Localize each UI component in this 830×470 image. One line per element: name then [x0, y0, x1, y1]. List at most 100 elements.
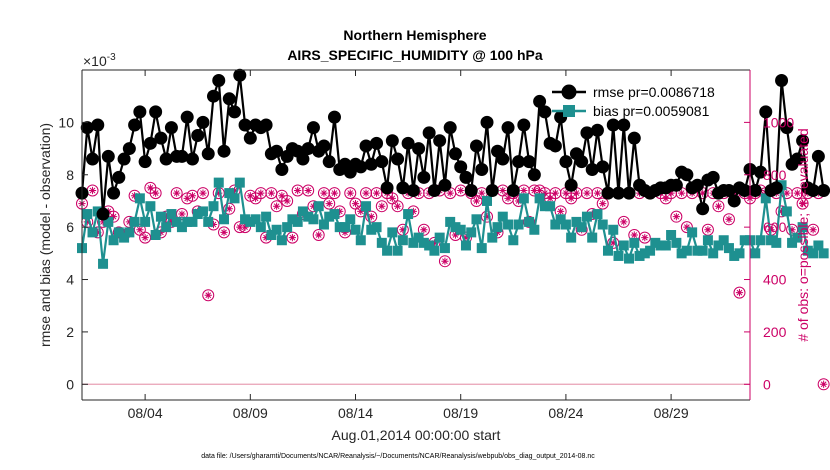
bias-point — [250, 214, 261, 225]
obs-evaluated-marker — [483, 213, 491, 221]
obs-evaluated-marker — [173, 189, 181, 197]
rmse-point — [385, 134, 399, 148]
rmse-point — [228, 105, 242, 119]
obs-evaluated-marker — [99, 218, 107, 226]
rmse-point — [275, 163, 289, 177]
rmse-point — [780, 121, 794, 135]
obs-possible-marker — [328, 187, 341, 200]
bias-point — [82, 209, 93, 220]
x-tick-label: 08/19 — [443, 405, 478, 421]
bias-point — [140, 216, 151, 227]
bias-point — [297, 206, 308, 217]
bias-point — [282, 222, 293, 233]
rmse-point — [506, 183, 520, 197]
obs-evaluated-marker — [430, 239, 439, 247]
rmse-point — [722, 183, 736, 197]
rmse-point — [154, 131, 168, 145]
obs-evaluated-marker — [493, 228, 502, 236]
bias-point — [129, 216, 140, 227]
bias-point — [403, 209, 414, 220]
bias-point — [145, 201, 156, 212]
rmse-point — [196, 115, 210, 129]
rmse-point — [680, 168, 694, 182]
obs-evaluated-marker — [472, 197, 481, 205]
rmse-point — [80, 121, 94, 135]
y-tick-label: 4 — [66, 272, 74, 288]
bias-point — [187, 216, 198, 227]
rmse-point — [806, 183, 820, 197]
rmse-point — [317, 139, 331, 153]
chart-title: Northern Hemisphere — [343, 27, 486, 43]
bias-point — [755, 235, 766, 246]
obs-evaluated-marker — [583, 189, 591, 197]
obs-evaluated-marker — [777, 207, 786, 216]
legend-rmse-marker — [561, 84, 577, 100]
rmse-point — [422, 126, 436, 140]
bias-point — [460, 240, 471, 251]
obs-possible-marker — [733, 286, 746, 299]
obs-evaluated-marker — [725, 215, 733, 223]
bias-point — [108, 235, 119, 246]
bias-point — [455, 224, 466, 235]
obs-evaluated-marker — [567, 194, 575, 202]
bias-point — [534, 193, 545, 204]
obs-evaluated-marker — [541, 189, 549, 197]
rmse-point — [590, 123, 604, 137]
bias-point — [702, 235, 713, 246]
rmse-point — [454, 160, 468, 174]
obs-evaluated-marker — [536, 186, 544, 195]
obs-evaluated-marker — [783, 189, 791, 197]
rmse-series — [75, 68, 830, 221]
rmse-point — [354, 160, 368, 174]
rmse-point — [448, 147, 462, 161]
obs-evaluated-marker — [246, 192, 254, 200]
bias-point — [581, 211, 592, 222]
rmse-point — [375, 155, 389, 169]
bias-point — [382, 245, 393, 256]
obs-evaluated-marker — [557, 207, 565, 216]
bias-point — [608, 224, 619, 235]
obs-evaluated-marker — [599, 199, 607, 208]
bias-point — [366, 224, 377, 235]
bias-point — [802, 245, 813, 256]
obs-possible-marker — [175, 208, 188, 221]
rmse-point — [522, 155, 536, 169]
rmse-point — [270, 144, 284, 158]
bias-point — [797, 222, 808, 233]
obs-evaluated-marker — [315, 231, 323, 239]
obs-evaluated-marker — [588, 210, 596, 218]
obs-possible-marker — [139, 231, 152, 244]
y-right-tick-label: 0 — [763, 376, 771, 392]
bias-point — [287, 214, 298, 225]
obs-evaluated-marker — [157, 228, 165, 236]
obs-evaluated-marker — [225, 205, 233, 213]
obs-possible-marker — [680, 221, 693, 234]
bias-point — [439, 243, 450, 254]
rmse-point — [443, 121, 457, 135]
obs-evaluated-marker — [188, 192, 197, 200]
legend: rmse pr=0.0086718 bias pr=0.0059081 — [552, 84, 715, 119]
obs-evaluated-marker — [199, 189, 207, 197]
bias-point — [813, 240, 824, 251]
bias-point — [318, 219, 329, 230]
x-tick-label: 08/04 — [128, 405, 163, 421]
obs-evaluated-marker — [162, 213, 170, 221]
bias-point — [723, 243, 734, 254]
bias-point — [555, 214, 566, 225]
obs-evaluated-marker — [283, 197, 291, 205]
obs-evaluated-marker — [257, 189, 265, 197]
obs-evaluated-marker — [704, 226, 712, 234]
obs-evaluated-marker — [714, 202, 723, 210]
obs-evaluated-marker — [609, 239, 617, 247]
rmse-point — [754, 165, 768, 179]
obs-evaluated-marker — [809, 226, 817, 234]
bias-point — [103, 216, 114, 227]
bias-point — [234, 177, 245, 188]
obs-evaluated-marker — [372, 189, 381, 197]
y-ticks-left: 0 2 4 6 8 10 — [58, 114, 88, 392]
bias-point — [339, 222, 350, 233]
bias-point — [355, 235, 366, 246]
rmse-point — [364, 157, 378, 171]
bias-point — [166, 209, 177, 220]
obs-evaluated-marker — [152, 189, 160, 197]
